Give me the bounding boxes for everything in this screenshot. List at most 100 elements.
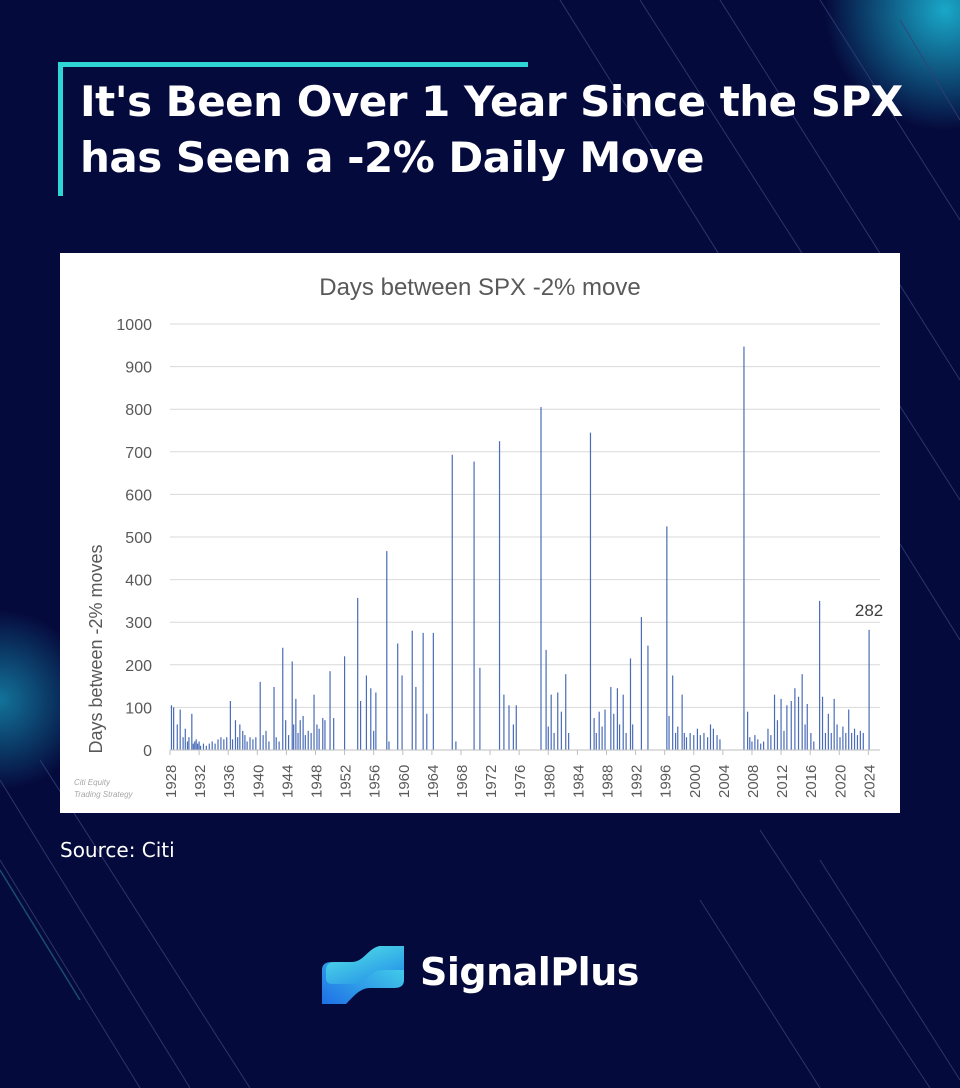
x-tick-label: 1980 [541,765,558,798]
bar-data-label: 282 [855,601,883,620]
bar [324,720,326,750]
bar [853,728,856,750]
x-tick-label: 1984 [570,765,587,798]
bar [681,694,683,750]
bar [365,675,368,750]
bar [295,698,297,750]
bar [706,737,709,750]
bar [226,737,228,750]
bar [278,741,280,750]
bar [239,724,241,750]
x-tick-label: 2008 [745,765,762,798]
bar [255,737,257,750]
bar [550,694,552,750]
x-tick-label: 2012 [774,765,791,798]
bar [282,647,284,750]
bar [197,743,199,750]
bar [616,688,618,750]
bar [689,732,691,750]
bar [851,732,853,750]
bar [173,707,175,750]
bar [411,630,413,750]
bar [601,726,603,750]
x-tick-label: 1932 [192,765,209,798]
x-tick-label: 1964 [425,765,442,798]
headline-accent-side [58,62,63,196]
bar [291,661,293,750]
bar [268,741,270,750]
bar [259,681,261,750]
bar [666,526,668,750]
x-tick-label: 2020 [832,765,849,798]
bar [199,745,202,750]
bar [797,696,800,750]
bar [757,739,759,750]
bar [186,741,189,750]
bar [836,724,838,750]
bar [819,600,821,750]
bar [426,713,428,750]
bar-chart: Days between SPX -2% move 0 100 200 300 400 5… [74,274,883,799]
bar [598,711,600,750]
y-tick-label: 500 [125,530,152,547]
bar [415,686,417,750]
bar [776,720,779,750]
bar [743,346,745,750]
bar [242,730,244,750]
bar [401,675,403,750]
bar [237,737,239,750]
x-tick-label: 1960 [396,765,413,798]
bar [304,735,306,750]
bar [824,732,827,750]
bar [229,701,231,750]
x-tick-label: 1928 [163,765,180,798]
bar [804,724,806,750]
bar [357,597,359,750]
y-tick-label: 600 [125,487,152,504]
bar [856,735,859,750]
x-tick-label: 1976 [512,765,529,798]
bar [593,718,595,750]
bar [322,718,324,750]
bar [343,656,346,750]
bar [297,732,299,750]
bar [868,629,870,750]
brand-lockup: SignalPlus [322,944,652,1008]
bar [512,724,514,750]
bar [674,732,677,750]
bar [859,730,861,750]
bar [265,730,267,750]
bar [540,407,542,750]
bar [760,743,762,750]
bar [568,732,570,750]
bar [693,735,695,750]
signalplus-logo-icon [322,946,404,1004]
bar [397,643,399,750]
bar [179,709,181,750]
bar [455,741,457,750]
bar [217,739,219,750]
y-tick-label: 400 [125,573,152,590]
bar [244,735,246,750]
bar [557,692,559,750]
bar [640,617,642,750]
source-note: Source: Citi [60,838,175,862]
bar [370,688,372,750]
bar [316,724,318,750]
x-tick-label: 2004 [716,765,733,798]
bar [373,730,375,750]
brand-name: SignalPlus [420,950,639,994]
bar [302,715,304,750]
bar [827,713,829,750]
bar [801,674,803,750]
bar [299,720,301,750]
bar [647,645,649,750]
x-tick-label: 1996 [658,765,675,798]
x-tick-label: 2016 [803,765,820,798]
bar [589,432,592,750]
bar [845,732,847,750]
bar [810,732,812,750]
bar [830,732,832,750]
bar [285,720,287,750]
y-tick-label: 1000 [116,317,152,334]
